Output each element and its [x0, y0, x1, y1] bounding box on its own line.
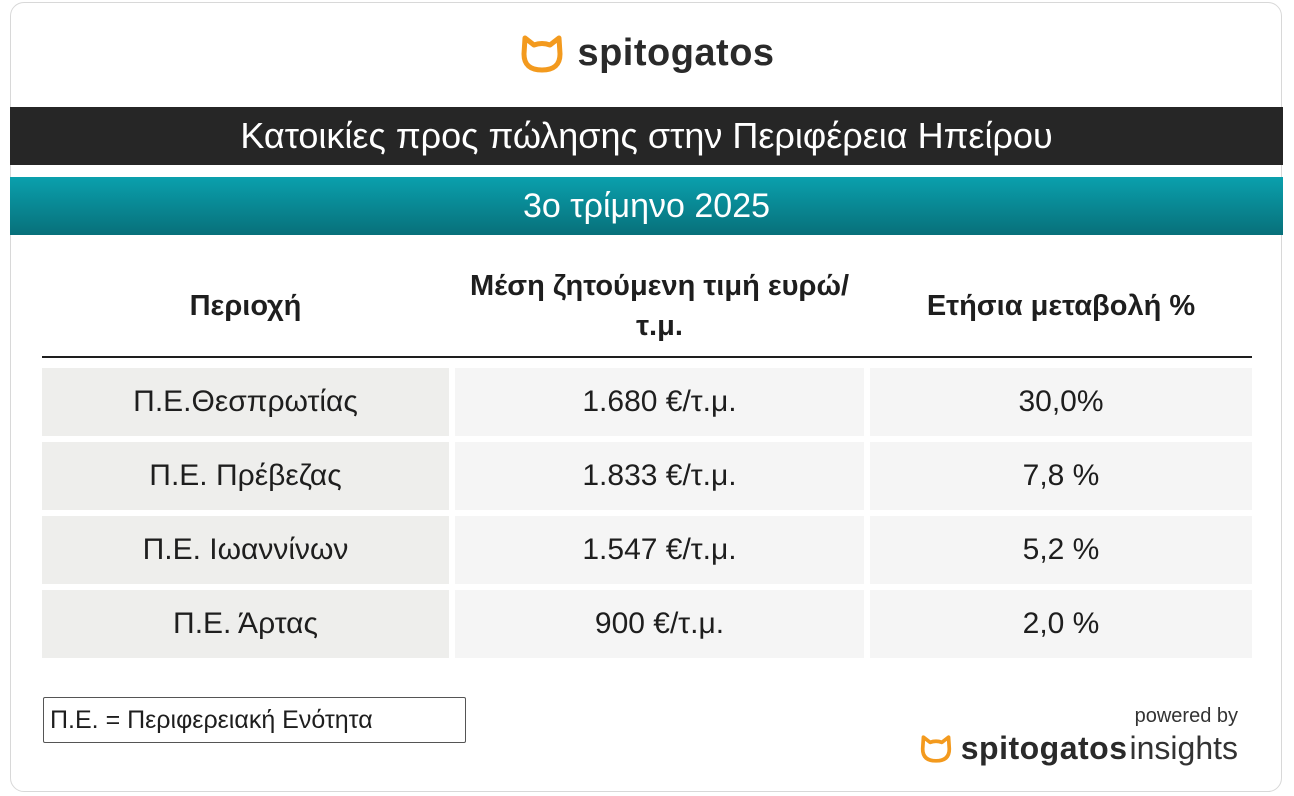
table-cell: Π.Ε. Ιωαννίνων [42, 516, 449, 584]
cat-icon [920, 734, 951, 763]
column-header: Μέση ζητούμενη τιμή ευρώ/τ.μ. [469, 270, 849, 342]
title: Κατοικίες προς πώλησης στην Περιφέρεια Η… [240, 115, 1053, 156]
subtitle: 3ο τρίμηνο 2025 [522, 186, 771, 225]
brand-logo: spitogatos insights [919, 730, 1238, 767]
table-cell: 30,0% [870, 368, 1252, 436]
table-cell: Π.Ε. Άρτας [42, 590, 449, 658]
logo-text: spitogatos [577, 32, 775, 74]
subtitle-bar: 3ο τρίμηνο 2025 [10, 177, 1283, 235]
table-cell: 1.547 €/τ.μ. [455, 516, 864, 584]
cat-icon [521, 35, 563, 72]
table-cell: 1.680 €/τ.μ. [455, 368, 864, 436]
brand-suffix: insights [1129, 730, 1239, 766]
header-rule [42, 356, 1252, 358]
table-cell: 2,0 % [870, 590, 1252, 658]
brand: spitogatos [960, 730, 1128, 766]
table-cell: Π.Ε. Πρέβεζας [42, 442, 449, 510]
powered-by: powered by [1134, 705, 1238, 727]
table-cell: 1.833 €/τ.μ. [455, 442, 864, 510]
table-cell: 7,8 % [870, 442, 1252, 510]
logo: spitogatos [0, 32, 1294, 75]
column-header: Περιοχή [189, 290, 302, 322]
table-cell: Π.Ε.Θεσπρωτίας [42, 368, 449, 436]
title-bar: Κατοικίες προς πώλησης στην Περιφέρεια Η… [10, 107, 1283, 165]
table-cell: 900 €/τ.μ. [455, 590, 864, 658]
table-cell: 5,2 % [870, 516, 1252, 584]
column-header: Ετήσια μεταβολή % [926, 290, 1196, 322]
footnote: Π.Ε. = Περιφερειακή Ενότητα [43, 697, 466, 743]
